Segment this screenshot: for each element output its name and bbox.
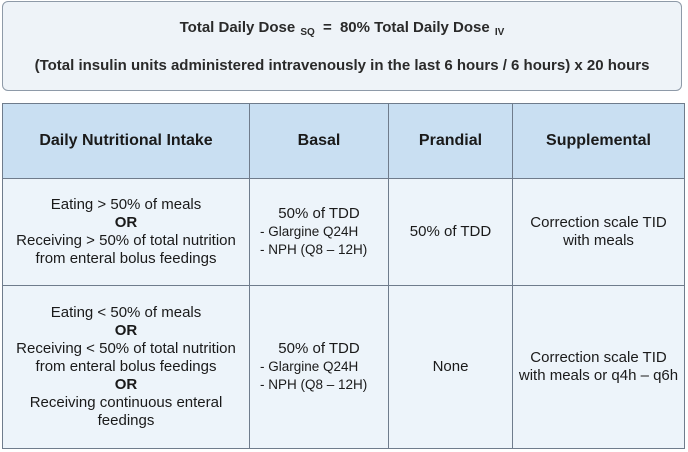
formula-lhs-subscript: SQ bbox=[300, 27, 315, 38]
basal-option: - Glargine Q24H bbox=[260, 359, 359, 374]
intake-or: OR bbox=[114, 322, 138, 339]
header-basal: Basal bbox=[249, 103, 389, 179]
basal-option: - NPH (Q8 – 12H) bbox=[260, 377, 368, 392]
supplemental-line: Correction scale TID bbox=[530, 349, 667, 366]
formula-lhs: Total Daily Dose bbox=[179, 19, 296, 36]
formula-box: Total Daily Dose SQ = 80% Total Daily Do… bbox=[2, 1, 682, 91]
intake-line: Receiving > 50% of total nutrition bbox=[16, 232, 236, 249]
table-row: Eating < 50% of meals OR Receiving < 50%… bbox=[2, 285, 685, 449]
supplemental-line: with meals bbox=[563, 232, 634, 249]
prandial-cell: None bbox=[388, 285, 513, 449]
supplemental-line: with meals or q4h – q6h bbox=[518, 367, 679, 384]
basal-cell: 50% of TDD - Glargine Q24H - NPH (Q8 – 1… bbox=[249, 285, 389, 449]
prandial-cell: 50% of TDD bbox=[388, 178, 513, 286]
nutritional-intake-cell: Eating < 50% of meals OR Receiving < 50%… bbox=[2, 285, 250, 449]
basal-dose: 50% of TDD bbox=[278, 205, 360, 222]
supplemental-cell: Correction scale TID with meals or q4h –… bbox=[512, 285, 685, 449]
formula-rhs: 80% Total Daily Dose bbox=[339, 19, 490, 36]
basal-cell: 50% of TDD - Glargine Q24H - NPH (Q8 – 1… bbox=[249, 178, 389, 286]
header-nutritional-intake: Daily Nutritional Intake bbox=[2, 103, 250, 179]
intake-line: from enteral bolus feedings bbox=[35, 358, 217, 375]
intake-or: OR bbox=[114, 214, 138, 231]
intake-line: feedings bbox=[97, 412, 155, 429]
supplemental-line: Correction scale TID bbox=[530, 214, 667, 231]
basal-dose: 50% of TDD bbox=[278, 340, 360, 357]
basal-option: - NPH (Q8 – 12H) bbox=[260, 242, 368, 257]
table-header-row: Daily Nutritional Intake Basal Prandial … bbox=[2, 103, 685, 179]
formula-rhs-subscript: IV bbox=[494, 27, 505, 38]
intake-line: Receiving continuous enteral bbox=[29, 394, 223, 411]
intake-line: Eating < 50% of meals bbox=[50, 304, 202, 321]
intake-line: Receiving < 50% of total nutrition bbox=[16, 340, 236, 357]
table-row: Eating > 50% of meals OR Receiving > 50%… bbox=[2, 178, 685, 286]
nutritional-intake-cell: Eating > 50% of meals OR Receiving > 50%… bbox=[2, 178, 250, 286]
insulin-dosing-table: Daily Nutritional Intake Basal Prandial … bbox=[2, 103, 685, 449]
tdd-formula: Total Daily Dose SQ = 80% Total Daily Do… bbox=[3, 19, 681, 38]
iv-calculation-formula: (Total insulin units administered intrav… bbox=[34, 57, 650, 74]
intake-line: from enteral bolus feedings bbox=[35, 250, 217, 267]
formula-equals: = bbox=[323, 19, 332, 36]
header-prandial: Prandial bbox=[388, 103, 513, 179]
header-supplemental: Supplemental bbox=[512, 103, 685, 179]
intake-line: Eating > 50% of meals bbox=[50, 196, 202, 213]
basal-option: - Glargine Q24H bbox=[260, 224, 359, 239]
intake-or: OR bbox=[114, 376, 138, 393]
supplemental-cell: Correction scale TID with meals bbox=[512, 178, 685, 286]
